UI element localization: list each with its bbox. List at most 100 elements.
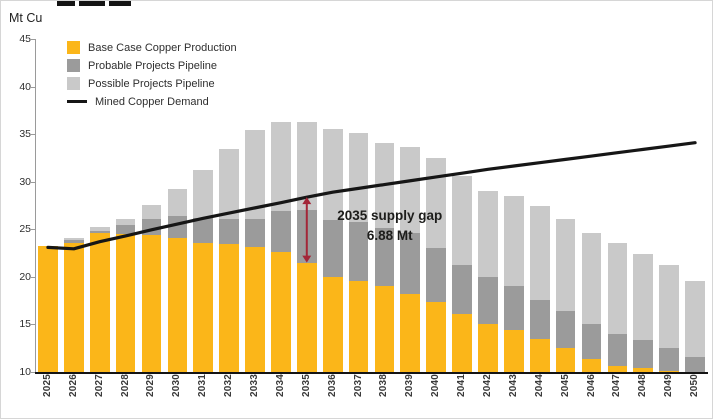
bar-segment [167, 189, 188, 216]
x-axis-label: 2035 [300, 374, 312, 398]
x-axis-label: 2049 [663, 374, 675, 398]
bar-segment [115, 234, 136, 372]
bar-segment [633, 368, 654, 372]
y-tick-mark [31, 229, 35, 231]
legend-color-swatch [67, 41, 80, 54]
x-axis-label: 2030 [171, 374, 183, 398]
bar-segment [271, 121, 291, 212]
bar-segment [478, 276, 498, 325]
bar-segment [271, 252, 291, 372]
bar-segment [426, 248, 447, 302]
legend-label: Probable Projects Pipeline [88, 59, 218, 72]
y-tick-mark [31, 372, 35, 373]
y-tick-mark [31, 324, 35, 326]
y-tick-mark [31, 276, 35, 278]
bar-segment [452, 313, 472, 372]
x-axis-label: 2031 [197, 374, 209, 398]
y-tick-label: 30 [19, 175, 31, 188]
bar-segment [38, 246, 58, 372]
x-axis-label: 2029 [145, 374, 157, 398]
bar-segment [141, 234, 162, 372]
bar-segment [141, 218, 162, 235]
bar-segment [271, 211, 291, 253]
supply-gap-value: 6.88 Mt [366, 228, 413, 244]
x-axis-label: 2025 [41, 374, 53, 398]
bar-segment [400, 293, 421, 372]
x-axis-line [35, 372, 708, 374]
x-axis-label: 2039 [404, 374, 416, 398]
x-axis-label: 2048 [637, 374, 649, 398]
bar-segment [529, 205, 550, 300]
bar-segment [193, 170, 214, 218]
y-tick-mark [31, 134, 35, 136]
bar-segment [504, 286, 524, 331]
x-axis-label: 2037 [352, 374, 364, 398]
y-tick-label: 25 [19, 223, 31, 236]
bar-segment [219, 149, 239, 219]
legend-item: Possible Projects Pipeline [67, 77, 237, 90]
y-tick-label: 45 [19, 33, 31, 45]
bar-segment [607, 366, 628, 372]
bar-segment [529, 299, 550, 339]
bar-segment [193, 217, 214, 243]
bar-segment [219, 243, 239, 372]
bar-segment [245, 218, 265, 248]
legend-item: Mined Copper Demand [67, 95, 237, 108]
y-tick-label: 10 [19, 366, 31, 378]
x-axis-label: 2041 [456, 374, 468, 398]
x-axis-label: 2026 [67, 374, 79, 398]
bar-segment [555, 218, 576, 312]
bar-segment [115, 218, 136, 225]
x-axis-label: 2044 [533, 374, 545, 398]
bar-segment [504, 330, 524, 372]
bar-segment [63, 237, 84, 240]
x-axis-label: 2033 [249, 374, 261, 398]
bar-segment [529, 338, 550, 372]
x-axis-label: 2046 [585, 374, 597, 398]
bar-segment [63, 242, 84, 372]
bar-segment [607, 333, 628, 367]
bar-segment [581, 358, 602, 372]
x-axis-label: 2043 [507, 374, 519, 398]
bar-segment [89, 233, 110, 372]
y-tick-label: 20 [19, 270, 31, 283]
supply-gap-annotation: 2035 supply gap 6.88 Mt [315, 206, 465, 247]
bar-segment [89, 231, 110, 234]
legend-color-swatch [67, 77, 80, 90]
bar-segment [555, 348, 576, 372]
y-tick-label: 40 [19, 80, 31, 93]
y-tick-label: 35 [19, 128, 31, 141]
x-axis-label: 2045 [559, 374, 571, 398]
bar-segment [452, 265, 472, 314]
legend-label: Possible Projects Pipeline [88, 77, 215, 90]
bar-segment [581, 233, 602, 325]
bar-segment [659, 371, 679, 372]
x-axis-label: 2032 [223, 374, 235, 398]
legend-item: Base Case Copper Production [67, 41, 237, 54]
bar-segment [659, 348, 679, 372]
y-axis-unit-label: Mt Cu [9, 11, 43, 25]
bar-segment [245, 130, 265, 219]
legend-label: Mined Copper Demand [95, 95, 209, 108]
bar-segment [478, 191, 498, 277]
bar-segment [478, 324, 498, 372]
x-axis-label: 2042 [481, 374, 493, 398]
bar-segment [374, 286, 395, 372]
y-tick-label: 15 [19, 318, 31, 331]
bar-segment [167, 215, 188, 238]
x-axis-label: 2040 [430, 374, 442, 398]
supply-gap-text: 2035 supply gap [337, 207, 443, 223]
bar-segment [581, 324, 602, 359]
bar-segment [219, 218, 239, 244]
x-axis-label: 2038 [378, 374, 390, 398]
bar-segment [193, 242, 214, 372]
y-axis-line [35, 39, 36, 372]
legend: Base Case Copper Production Probable Proj… [67, 41, 237, 108]
bar-segment [504, 195, 524, 287]
bar-segment [348, 280, 369, 372]
bar-segment [296, 121, 317, 211]
bar-segment [633, 339, 654, 369]
bar-segment [141, 204, 162, 219]
bar-segment [322, 276, 343, 372]
bar-segment [296, 210, 317, 263]
